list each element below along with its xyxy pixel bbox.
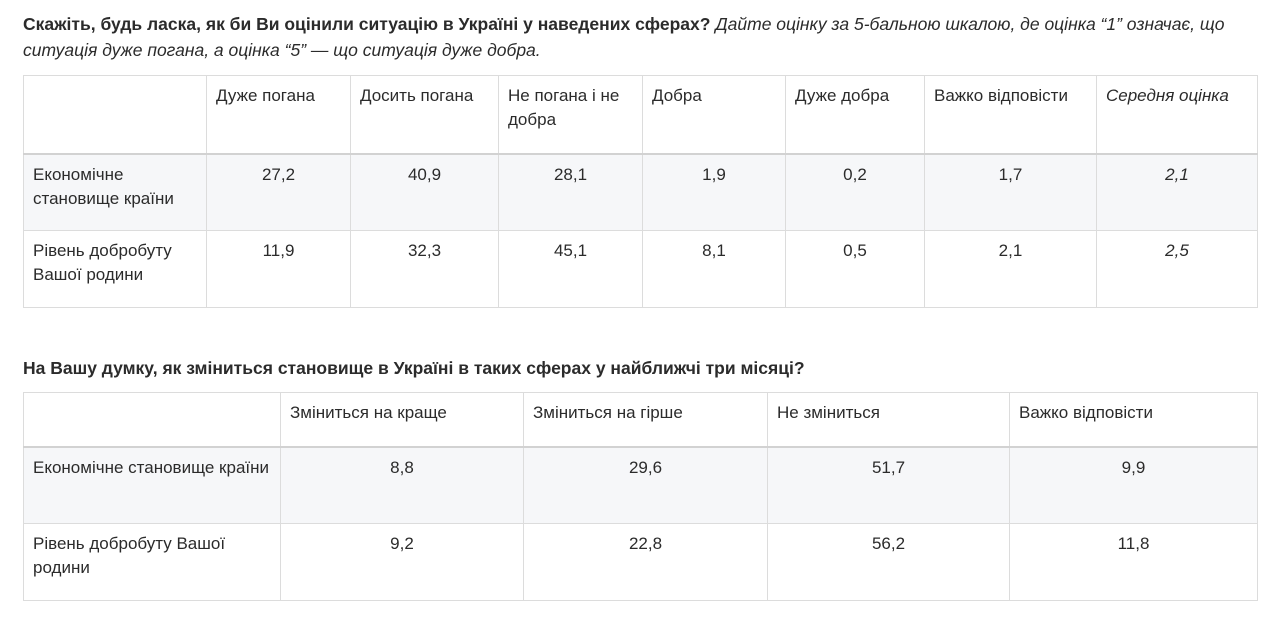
value-cell: 22,8 xyxy=(523,523,768,601)
value-cell: 0,5 xyxy=(785,230,925,308)
row-label: Рівень добробуту Вашої родини xyxy=(23,230,207,308)
value-cell: 29,6 xyxy=(523,446,768,524)
value-cell: 8,8 xyxy=(280,446,524,524)
value-cell: 0,2 xyxy=(785,153,925,231)
header-cell: Добра xyxy=(642,75,786,155)
value-cell: 1,7 xyxy=(924,153,1097,231)
row-label: Економічне становище країни xyxy=(23,153,207,231)
forecast-table: Зміниться на краще Зміниться на гірше Не… xyxy=(23,392,1258,601)
question-1: Скажіть, будь ласка, як би Ви оцінили си… xyxy=(23,11,1257,63)
header-cell-average: Середня оцінка xyxy=(1096,75,1258,155)
value-cell: 45,1 xyxy=(498,230,643,308)
value-cell: 40,9 xyxy=(350,153,499,231)
value-cell: 51,7 xyxy=(767,446,1010,524)
value-cell: 9,2 xyxy=(280,523,524,601)
value-cell: 32,3 xyxy=(350,230,499,308)
table-row: Економічне становище країни 27,2 40,9 28… xyxy=(23,153,1258,231)
table-row: Рівень добробуту Вашої родини 9,2 22,8 5… xyxy=(23,523,1258,601)
header-cell: Дуже добра xyxy=(785,75,925,155)
average-cell: 2,1 xyxy=(1096,153,1258,231)
table-row: Економічне становище країни 8,8 29,6 51,… xyxy=(23,446,1258,524)
header-cell: Важко відповісти xyxy=(1009,392,1258,448)
value-cell: 11,9 xyxy=(206,230,351,308)
header-cell: Зміниться на гірше xyxy=(523,392,768,448)
row-label: Економічне становище країни xyxy=(23,446,281,524)
header-cell: Зміниться на краще xyxy=(280,392,524,448)
value-cell: 1,9 xyxy=(642,153,786,231)
question-1-italic: Дайте оцінку за 5-бальною шкалою, де оці… xyxy=(23,14,1225,60)
header-cell xyxy=(23,75,207,155)
row-label: Рівень добробуту Вашої родини xyxy=(23,523,281,601)
value-cell: 27,2 xyxy=(206,153,351,231)
header-cell: Не погана і не добра xyxy=(498,75,643,155)
value-cell: 2,1 xyxy=(924,230,1097,308)
table-header-row: Дуже погана Досить погана Не погана і не… xyxy=(23,75,1258,155)
value-cell: 9,9 xyxy=(1009,446,1258,524)
value-cell: 8,1 xyxy=(642,230,786,308)
question-2: На Вашу думку, як зміниться становище в … xyxy=(23,358,805,378)
header-cell: Не зміниться xyxy=(767,392,1010,448)
table-header-row: Зміниться на краще Зміниться на гірше Не… xyxy=(23,392,1258,448)
header-cell: Важко відповісти xyxy=(924,75,1097,155)
value-cell: 28,1 xyxy=(498,153,643,231)
average-cell: 2,5 xyxy=(1096,230,1258,308)
header-cell: Досить погана xyxy=(350,75,499,155)
value-cell: 11,8 xyxy=(1009,523,1258,601)
rating-table: Дуже погана Досить погана Не погана і не… xyxy=(23,75,1258,308)
question-1-bold: Скажіть, будь ласка, як би Ви оцінили си… xyxy=(23,14,711,34)
value-cell: 56,2 xyxy=(767,523,1010,601)
table-row: Рівень добробуту Вашої родини 11,9 32,3 … xyxy=(23,230,1258,308)
header-cell: Дуже погана xyxy=(206,75,351,155)
header-cell xyxy=(23,392,281,448)
